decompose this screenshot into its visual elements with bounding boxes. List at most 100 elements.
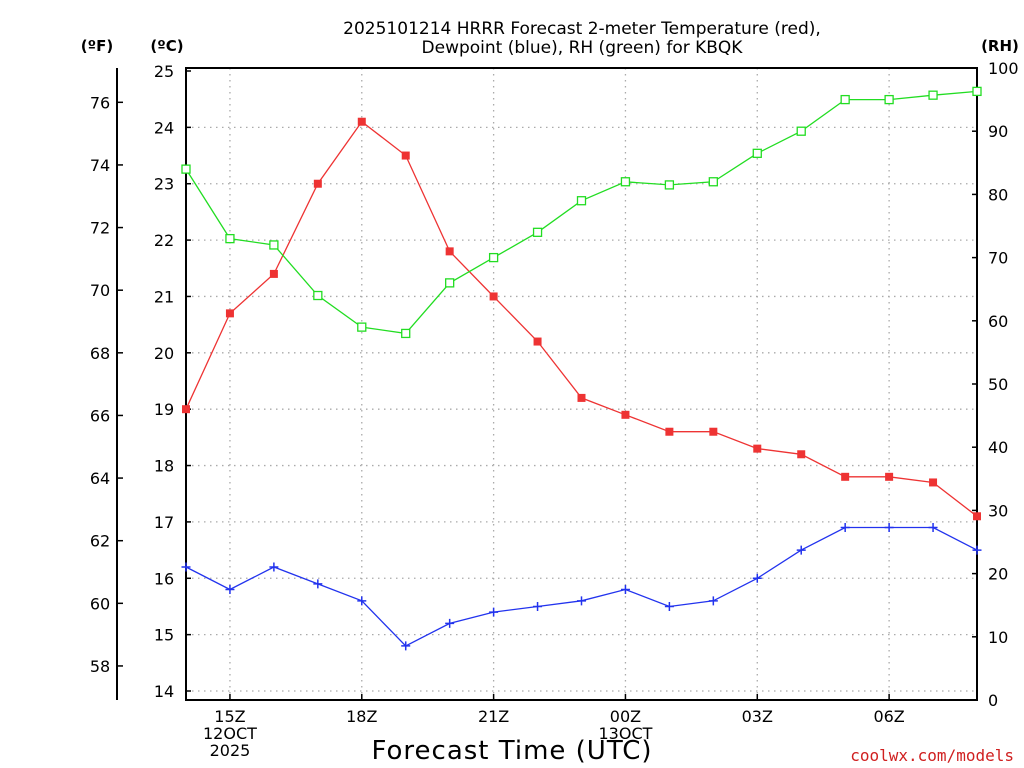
series-dewpoint: [181, 523, 982, 651]
rh-tick-label: 100: [988, 59, 1019, 78]
data-point: [357, 322, 367, 332]
data-point: [841, 472, 850, 481]
data-point: [884, 94, 894, 105]
data-point: [401, 328, 411, 339]
celsius-tick-label: 22: [154, 231, 174, 250]
data-point: [665, 427, 674, 436]
data-point: [533, 601, 543, 611]
celsius-tick-label: 25: [154, 62, 174, 81]
data-point: [357, 596, 367, 606]
data-point: [225, 309, 234, 318]
data-point: [972, 545, 982, 555]
data-point: [972, 86, 982, 97]
data-point: [445, 247, 454, 256]
data-point: [401, 151, 410, 160]
celsius-tick-label: 20: [154, 344, 174, 363]
data-point: [489, 607, 499, 617]
data-point: [752, 148, 762, 158]
source-credit: coolwx.com/models: [850, 746, 1014, 765]
data-point: [445, 278, 455, 288]
fahrenheit-tick-label: 68: [90, 344, 110, 363]
data-point: [533, 337, 542, 346]
celsius-tick-label: 17: [154, 513, 174, 532]
celsius-tick-label: 15: [154, 626, 174, 645]
x-tick-label: 12OCT: [203, 724, 257, 743]
fahrenheit-tick-label: 64: [90, 469, 110, 488]
data-point: [796, 545, 806, 555]
rh-tick-label: 70: [988, 249, 1008, 268]
celsius-unit-label: (ºC): [150, 37, 183, 55]
fahrenheit-tick-label: 76: [90, 93, 110, 112]
series-line: [185, 120, 978, 517]
data-point: [313, 179, 322, 188]
x-tick-label: 15Z: [214, 707, 245, 726]
data-point: [313, 579, 323, 589]
data-point: [664, 601, 674, 611]
data-point: [577, 393, 586, 402]
x-tick-label: 18Z: [346, 707, 377, 726]
data-point: [708, 177, 718, 187]
data-point: [621, 410, 630, 419]
rh-tick-label: 60: [988, 312, 1008, 331]
chart-title-line-1: 2025101214 HRRR Forecast 2-meter Tempera…: [343, 19, 821, 39]
data-point: [488, 252, 499, 263]
fahrenheit-unit-label: (ºF): [81, 37, 113, 55]
data-point: [929, 478, 938, 487]
data-point: [313, 290, 323, 301]
data-point: [269, 240, 279, 250]
celsius-tick-label: 18: [154, 457, 174, 476]
rh-tick-label: 80: [988, 185, 1008, 204]
series-line: [185, 526, 978, 647]
data-point: [752, 573, 762, 583]
series-2-meter-temperature: [182, 117, 981, 521]
fahrenheit-tick-label: 62: [90, 532, 110, 551]
data-point: [885, 472, 894, 481]
x-tick-label: 2025: [210, 741, 251, 760]
data-point: [401, 641, 411, 651]
data-point: [532, 227, 543, 237]
data-point: [181, 164, 191, 174]
fahrenheit-tick-label: 58: [90, 657, 110, 676]
series-layer: [181, 86, 982, 651]
rh-tick-label: 10: [988, 628, 1008, 647]
rh-tick-label: 40: [988, 438, 1008, 457]
axes: 58 60 62 64 66 68 70 72 74 76 14 15 16 17 18 19 20 21 22 23…: [90, 59, 1019, 760]
data-point: [181, 562, 191, 572]
data-point: [928, 523, 938, 533]
x-tick-label: 13OCT: [598, 724, 652, 743]
data-point: [840, 94, 850, 105]
rh-tick-label: 50: [988, 375, 1008, 394]
data-point: [620, 177, 631, 187]
data-point: [709, 427, 718, 436]
celsius-tick-label: 19: [154, 400, 174, 419]
x-tick-label: 21Z: [478, 707, 509, 726]
series-rh: [181, 86, 982, 339]
fahrenheit-tick-label: 60: [90, 594, 110, 613]
data-point: [225, 585, 235, 595]
data-point: [576, 196, 587, 206]
data-point: [620, 585, 630, 595]
data-point: [445, 618, 455, 628]
data-point: [269, 562, 279, 572]
data-point: [269, 269, 278, 278]
fahrenheit-tick-label: 74: [90, 156, 110, 175]
x-axis-title: Forecast Time (UTC): [371, 736, 652, 766]
data-point: [753, 444, 762, 453]
celsius-tick-label: 24: [154, 118, 174, 137]
fahrenheit-tick-label: 72: [90, 219, 110, 238]
data-point: [840, 523, 850, 533]
data-point: [664, 180, 675, 190]
data-point: [928, 90, 938, 100]
data-point: [884, 523, 894, 533]
x-tick-label: 06Z: [873, 707, 904, 726]
celsius-tick-label: 21: [154, 287, 174, 306]
data-point: [489, 292, 498, 301]
rh-unit-label: (RH): [981, 37, 1019, 55]
rh-tick-label: 20: [988, 565, 1008, 584]
data-point: [796, 126, 806, 136]
data-point: [182, 405, 190, 414]
data-point: [357, 117, 366, 126]
rh-tick-label: 30: [988, 501, 1008, 520]
data-point: [225, 233, 235, 244]
